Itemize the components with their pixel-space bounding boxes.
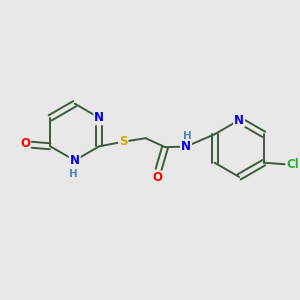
Text: S: S — [119, 135, 128, 148]
Text: Cl: Cl — [287, 158, 299, 171]
Text: N: N — [94, 111, 104, 124]
Text: H: H — [183, 131, 192, 141]
Text: N: N — [234, 114, 244, 127]
Text: O: O — [20, 137, 30, 150]
Text: H: H — [69, 169, 78, 179]
Text: N: N — [181, 140, 191, 153]
Text: N: N — [70, 154, 80, 167]
Text: O: O — [152, 172, 162, 184]
